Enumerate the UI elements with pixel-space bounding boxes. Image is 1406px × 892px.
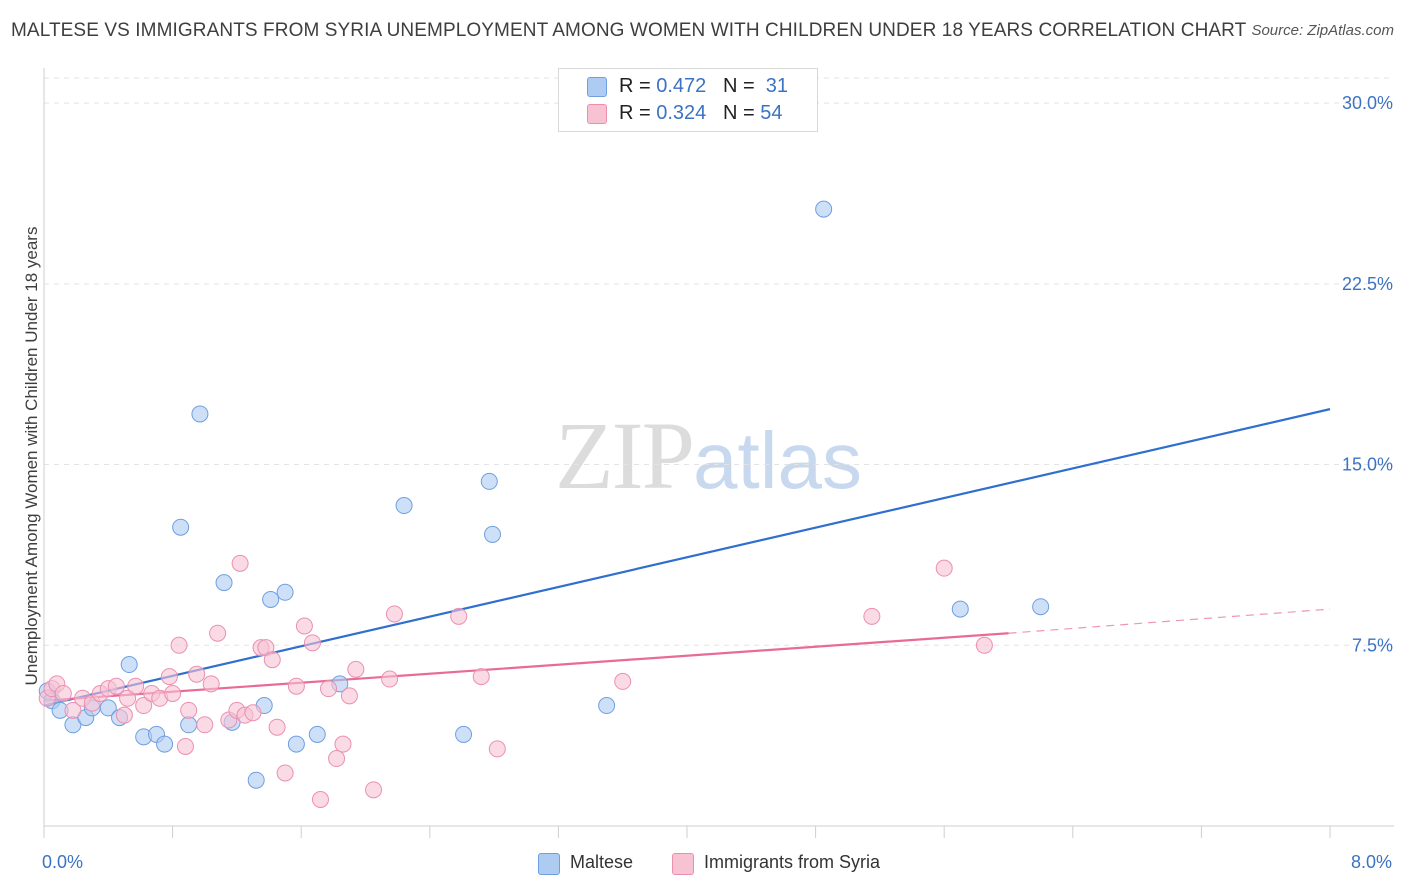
y-tick-label: 22.5% xyxy=(1342,274,1393,294)
trend-line-maltese xyxy=(43,408,1331,707)
legend-swatch-maltese xyxy=(587,77,607,97)
point-syria xyxy=(488,740,506,758)
point-syria xyxy=(115,706,133,724)
point-syria xyxy=(365,781,383,799)
series-swatch-syria xyxy=(672,853,694,875)
point-syria xyxy=(107,677,125,695)
watermark-zip: ZIP xyxy=(555,402,695,509)
legend-n-label: N = xyxy=(722,75,755,97)
point-maltese xyxy=(815,200,833,218)
trend-line-syria xyxy=(43,632,1009,702)
point-syria xyxy=(188,665,206,683)
legend-n-label: N = xyxy=(722,102,755,124)
point-syria xyxy=(276,764,294,782)
point-syria xyxy=(328,750,346,768)
point-syria xyxy=(295,617,313,635)
watermark-atlas: atlas xyxy=(693,416,862,505)
x-tick-label-max: 8.0% xyxy=(1350,852,1392,872)
point-maltese xyxy=(1032,598,1050,616)
point-syria xyxy=(263,651,281,669)
point-maltese xyxy=(247,771,265,789)
data-points xyxy=(38,200,1050,808)
point-syria xyxy=(320,680,338,698)
point-syria xyxy=(472,668,490,686)
point-syria xyxy=(268,718,286,736)
point-syria xyxy=(231,554,249,572)
point-maltese xyxy=(262,590,280,608)
point-syria xyxy=(119,689,137,707)
point-syria xyxy=(135,697,153,715)
point-maltese xyxy=(172,518,190,536)
trend-line-extension-syria xyxy=(1008,608,1331,634)
series-legend: Maltese Immigrants from Syria xyxy=(0,852,1406,878)
watermark: ZIPatlas xyxy=(555,400,862,511)
point-maltese xyxy=(191,405,209,423)
legend-r-label: R = xyxy=(619,102,651,124)
point-syria xyxy=(614,672,632,690)
point-syria xyxy=(170,636,188,654)
legend-r-label: R = xyxy=(619,75,651,97)
point-maltese xyxy=(156,735,174,753)
point-maltese xyxy=(483,525,501,543)
point-syria xyxy=(863,607,881,625)
point-maltese xyxy=(598,697,616,715)
point-syria xyxy=(935,559,953,577)
point-syria xyxy=(340,687,358,705)
legend-r-value: 0.324 xyxy=(656,102,707,124)
point-syria xyxy=(450,607,468,625)
point-syria xyxy=(334,735,352,753)
point-maltese xyxy=(180,716,198,734)
point-syria xyxy=(381,670,399,688)
legend-r-value: 0.472 xyxy=(656,75,707,97)
point-syria xyxy=(127,677,145,695)
point-maltese xyxy=(120,656,138,674)
point-syria xyxy=(180,701,198,719)
series-label-syria: Immigrants from Syria xyxy=(704,852,881,872)
point-syria xyxy=(975,636,993,654)
point-syria xyxy=(385,605,403,623)
y-tick-label: 7.5% xyxy=(1352,635,1393,655)
point-syria xyxy=(311,790,329,808)
chart-title: MALTESE VS IMMIGRANTS FROM SYRIA UNEMPLO… xyxy=(11,20,1247,41)
point-maltese xyxy=(455,725,473,743)
point-syria xyxy=(164,684,182,702)
series-label-maltese: Maltese xyxy=(570,852,634,872)
correlation-legend: R = 0.472 N = 31 R = 0.324 N = 54 xyxy=(558,68,818,132)
x-tick-label-min: 0.0% xyxy=(42,852,84,872)
point-maltese xyxy=(308,725,326,743)
y-tick-label: 15.0% xyxy=(1342,455,1393,475)
point-maltese xyxy=(215,574,233,592)
point-maltese xyxy=(99,699,117,717)
point-syria xyxy=(244,704,262,722)
point-syria xyxy=(54,684,72,702)
point-syria xyxy=(160,668,178,686)
point-syria xyxy=(303,634,321,652)
y-tick-label: 30.0% xyxy=(1342,93,1393,113)
legend-swatch-syria xyxy=(587,104,607,124)
point-syria xyxy=(176,737,194,755)
legend-n-value: 54 xyxy=(760,102,783,124)
point-syria xyxy=(196,716,214,734)
y-tick-labels: 7.5% 15.0% 22.5% 30.0% xyxy=(1342,93,1393,655)
point-syria xyxy=(202,675,220,693)
source-label: Source: ZipAtlas.com xyxy=(1251,22,1394,39)
y-axis-label: Unemployment Among Women with Children U… xyxy=(22,226,41,686)
point-maltese xyxy=(395,497,413,515)
point-maltese xyxy=(287,735,305,753)
point-maltese xyxy=(480,472,498,490)
point-syria xyxy=(347,660,365,678)
legend-n-value: 31 xyxy=(765,75,789,97)
point-syria xyxy=(64,701,82,719)
point-maltese xyxy=(276,583,294,601)
trend-lines xyxy=(43,408,1331,707)
series-swatch-maltese xyxy=(538,853,560,875)
point-syria xyxy=(287,677,305,695)
point-syria xyxy=(209,624,227,642)
point-maltese xyxy=(951,600,969,618)
